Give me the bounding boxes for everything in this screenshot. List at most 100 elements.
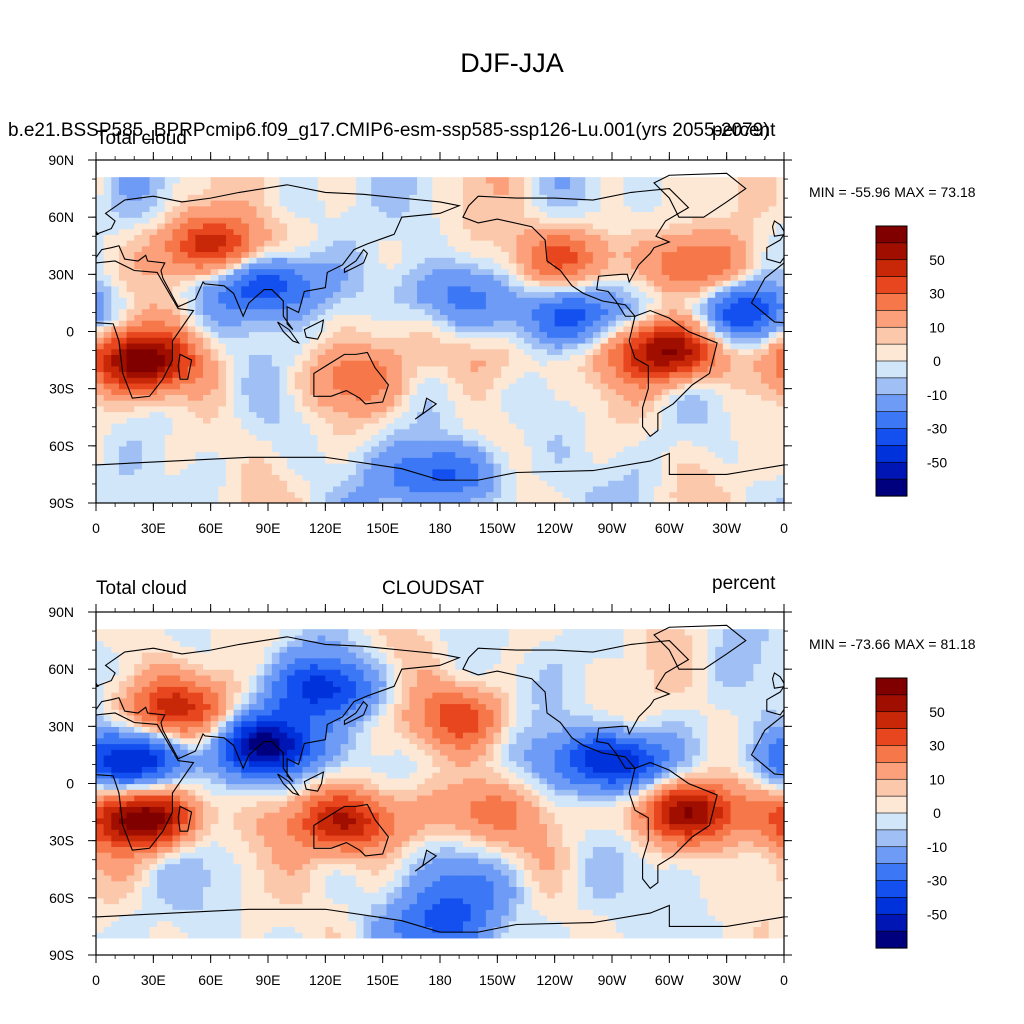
cell bbox=[508, 411, 518, 418]
cell bbox=[455, 320, 464, 327]
cell bbox=[768, 394, 777, 401]
cell bbox=[141, 188, 151, 195]
cell bbox=[302, 428, 311, 435]
cell bbox=[592, 388, 602, 395]
cell bbox=[271, 491, 281, 498]
cell bbox=[340, 331, 349, 338]
cell bbox=[248, 428, 258, 435]
cell bbox=[302, 342, 311, 350]
cell bbox=[241, 234, 250, 241]
cell bbox=[638, 205, 647, 213]
cell bbox=[386, 200, 395, 207]
cell bbox=[118, 388, 128, 395]
cell bbox=[730, 434, 739, 441]
cell bbox=[325, 337, 334, 344]
cell bbox=[738, 445, 747, 453]
cell bbox=[340, 285, 349, 293]
cell bbox=[562, 200, 571, 207]
cell bbox=[302, 274, 311, 281]
cell bbox=[195, 474, 204, 481]
cell bbox=[424, 257, 433, 264]
cell bbox=[531, 205, 540, 213]
cell bbox=[225, 485, 235, 493]
cell bbox=[264, 251, 273, 258]
cell bbox=[531, 342, 540, 350]
cell bbox=[699, 462, 709, 470]
cell bbox=[218, 434, 227, 441]
cell bbox=[478, 445, 487, 453]
cell bbox=[676, 468, 686, 476]
cell bbox=[187, 400, 196, 407]
cell bbox=[485, 422, 495, 430]
cell bbox=[455, 274, 464, 281]
cell bbox=[371, 222, 380, 230]
cell bbox=[340, 451, 349, 458]
cell bbox=[271, 188, 281, 195]
cell bbox=[684, 234, 693, 241]
cell bbox=[187, 314, 196, 321]
cell bbox=[111, 457, 120, 464]
cell bbox=[417, 497, 426, 503]
cell bbox=[409, 405, 418, 413]
cell bbox=[623, 462, 632, 470]
cell bbox=[493, 371, 502, 378]
cell bbox=[371, 262, 380, 270]
cell bbox=[676, 194, 686, 201]
cell bbox=[768, 497, 777, 503]
cell bbox=[302, 297, 311, 304]
cell bbox=[745, 314, 755, 321]
cell bbox=[661, 194, 670, 201]
cell bbox=[577, 291, 586, 298]
cell bbox=[547, 314, 556, 321]
cell bbox=[508, 365, 518, 373]
cell bbox=[386, 245, 395, 253]
cell bbox=[440, 354, 449, 361]
cell bbox=[394, 268, 403, 275]
cell bbox=[776, 245, 784, 253]
cell bbox=[776, 485, 784, 493]
cell bbox=[753, 445, 762, 453]
cell bbox=[440, 262, 449, 270]
cell bbox=[646, 445, 655, 453]
cell bbox=[164, 411, 174, 418]
cell bbox=[394, 257, 403, 264]
cell bbox=[508, 240, 518, 247]
cell bbox=[592, 291, 602, 298]
cell bbox=[654, 434, 663, 441]
cell bbox=[569, 371, 579, 378]
cell bbox=[248, 257, 258, 264]
cell bbox=[631, 394, 640, 401]
cell bbox=[325, 462, 334, 470]
cell bbox=[631, 262, 640, 270]
cell bbox=[539, 331, 548, 338]
cell bbox=[715, 445, 724, 453]
cell bbox=[768, 382, 777, 390]
cell bbox=[203, 434, 212, 441]
cell bbox=[692, 228, 701, 235]
cell bbox=[126, 348, 135, 355]
cell bbox=[386, 331, 395, 338]
cell bbox=[187, 302, 196, 310]
cell bbox=[470, 365, 479, 373]
cell bbox=[241, 240, 250, 247]
cell bbox=[325, 474, 334, 481]
cell bbox=[753, 388, 762, 395]
cell bbox=[103, 480, 112, 487]
cell bbox=[493, 462, 502, 470]
cell bbox=[149, 434, 158, 441]
cell bbox=[615, 354, 625, 361]
cell bbox=[225, 182, 235, 190]
cell bbox=[676, 320, 686, 327]
cell bbox=[279, 240, 288, 247]
cell bbox=[646, 274, 655, 281]
cell bbox=[187, 497, 196, 503]
cell bbox=[180, 428, 189, 435]
cell bbox=[455, 491, 464, 498]
cell bbox=[455, 422, 464, 430]
cell bbox=[348, 342, 357, 350]
cell bbox=[394, 382, 403, 390]
cell bbox=[738, 331, 747, 338]
cell bbox=[531, 222, 540, 230]
cell bbox=[294, 411, 303, 418]
cell bbox=[386, 228, 395, 235]
